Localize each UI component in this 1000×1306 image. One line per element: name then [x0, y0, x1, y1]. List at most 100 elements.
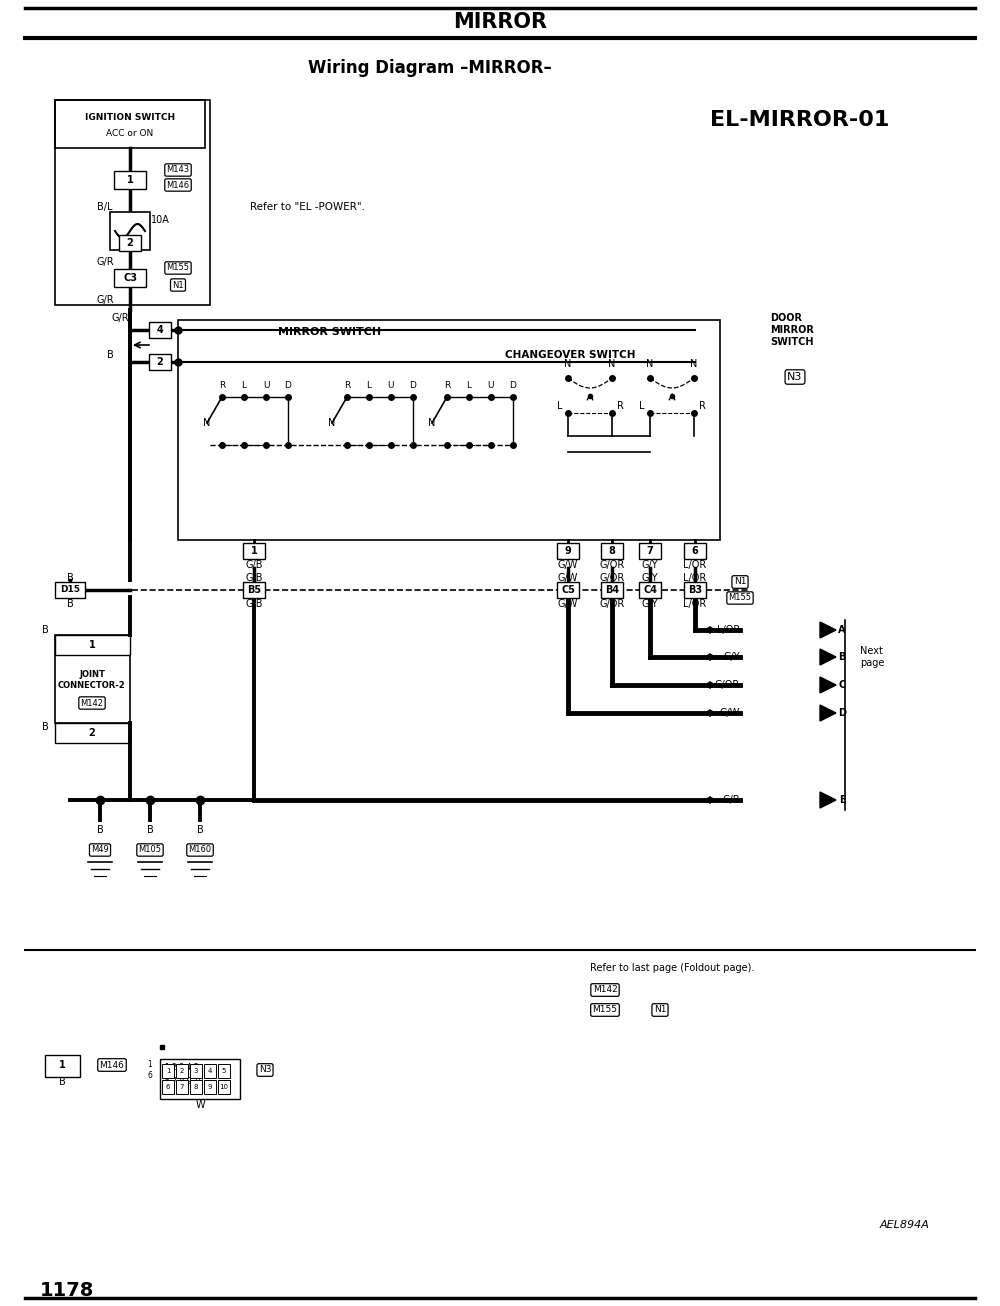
Text: W: W: [195, 1100, 205, 1110]
Bar: [639, 582, 661, 598]
Text: U: U: [388, 380, 394, 389]
Text: 9: 9: [208, 1084, 212, 1091]
Bar: [55, 101, 205, 148]
Text: 1: 1: [89, 640, 95, 650]
Text: N: N: [328, 418, 336, 428]
Text: G/OR: G/OR: [599, 573, 625, 582]
Text: G/R: G/R: [96, 257, 114, 266]
Text: B: B: [59, 1077, 65, 1087]
Bar: [178, 320, 720, 539]
Bar: [190, 1080, 202, 1094]
Text: 1: 1: [59, 1060, 65, 1070]
Text: 10A: 10A: [151, 215, 169, 225]
Text: U: U: [488, 380, 494, 389]
Polygon shape: [820, 677, 836, 693]
Bar: [204, 1080, 216, 1094]
Text: 8: 8: [194, 1084, 198, 1091]
Text: R: R: [344, 380, 350, 389]
Text: 7: 7: [180, 1084, 184, 1091]
Text: M146: M146: [166, 180, 190, 189]
Bar: [55, 101, 210, 306]
Text: G/B: G/B: [245, 560, 263, 569]
Text: L: L: [366, 380, 372, 389]
Bar: [149, 354, 171, 370]
Text: B/L: B/L: [97, 202, 113, 212]
Text: 8: 8: [609, 546, 615, 556]
Bar: [55, 582, 85, 598]
Text: B: B: [838, 652, 846, 662]
Text: G/W: G/W: [720, 708, 740, 718]
Text: B: B: [97, 825, 103, 835]
Bar: [639, 543, 661, 559]
Text: Next
page: Next page: [860, 646, 884, 667]
Text: 5: 5: [222, 1068, 226, 1074]
Text: M142: M142: [593, 986, 617, 994]
Text: C3: C3: [123, 273, 137, 283]
Text: C4: C4: [643, 585, 657, 596]
Text: MIRROR SWITCH: MIRROR SWITCH: [278, 326, 382, 337]
Bar: [110, 212, 150, 249]
Text: G/OR: G/OR: [715, 680, 740, 690]
Text: ACC or ON: ACC or ON: [106, 128, 154, 137]
Text: 2: 2: [89, 727, 95, 738]
Text: 1
6: 1 6: [147, 1060, 152, 1080]
Bar: [55, 635, 130, 724]
Bar: [684, 543, 706, 559]
Bar: [45, 1055, 80, 1077]
Text: 1 2 3 4 5: 1 2 3 4 5: [165, 1063, 199, 1071]
Text: G/OR: G/OR: [599, 599, 625, 609]
Text: E: E: [839, 795, 845, 804]
Bar: [119, 235, 141, 251]
Text: G/W: G/W: [558, 573, 578, 582]
Text: Wiring Diagram –MIRROR–: Wiring Diagram –MIRROR–: [308, 59, 552, 77]
Text: L: L: [242, 380, 246, 389]
Text: 6 7 8 9 10: 6 7 8 9 10: [165, 1077, 204, 1087]
Text: 2: 2: [180, 1068, 184, 1074]
Text: M155: M155: [166, 264, 190, 273]
Text: 10: 10: [220, 1084, 228, 1091]
Text: B: B: [67, 599, 73, 609]
Text: G/B: G/B: [245, 599, 263, 609]
Text: G/R: G/R: [111, 313, 129, 323]
Bar: [162, 1064, 174, 1077]
Text: A: A: [838, 626, 846, 635]
Text: L: L: [639, 401, 645, 411]
Text: M105: M105: [138, 845, 162, 854]
Text: 6: 6: [692, 546, 698, 556]
Text: IGNITION SWITCH: IGNITION SWITCH: [85, 114, 175, 123]
Text: B3: B3: [688, 585, 702, 596]
Bar: [55, 724, 130, 743]
Text: B5: B5: [247, 585, 261, 596]
Bar: [176, 1064, 188, 1077]
Text: L/OR: L/OR: [683, 599, 707, 609]
Text: G/Y: G/Y: [642, 560, 658, 569]
Text: N1: N1: [654, 1006, 666, 1015]
Text: 6: 6: [166, 1084, 170, 1091]
Bar: [218, 1064, 230, 1077]
Text: R: R: [444, 380, 450, 389]
Text: G/W: G/W: [558, 560, 578, 569]
Text: N: N: [646, 359, 654, 370]
Text: B: B: [107, 350, 113, 360]
Bar: [55, 635, 130, 656]
Bar: [162, 1080, 174, 1094]
Text: G/Y: G/Y: [723, 652, 740, 662]
Text: MIRROR: MIRROR: [453, 12, 547, 33]
Bar: [557, 582, 579, 598]
Text: M143: M143: [166, 166, 190, 175]
Text: G/OR: G/OR: [599, 560, 625, 569]
Bar: [601, 582, 623, 598]
Text: G/W: G/W: [558, 599, 578, 609]
Text: AEL894A: AEL894A: [880, 1220, 930, 1230]
Text: 2: 2: [127, 238, 133, 248]
Bar: [160, 1059, 240, 1100]
Text: G/Y: G/Y: [642, 573, 658, 582]
Text: B: B: [67, 573, 73, 582]
Text: D: D: [510, 380, 516, 389]
Text: 2: 2: [157, 357, 163, 367]
Text: G/B: G/B: [245, 573, 263, 582]
Text: EL-MIRROR-01: EL-MIRROR-01: [710, 110, 890, 131]
Bar: [684, 582, 706, 598]
Bar: [243, 582, 265, 598]
Text: 1: 1: [127, 175, 133, 185]
